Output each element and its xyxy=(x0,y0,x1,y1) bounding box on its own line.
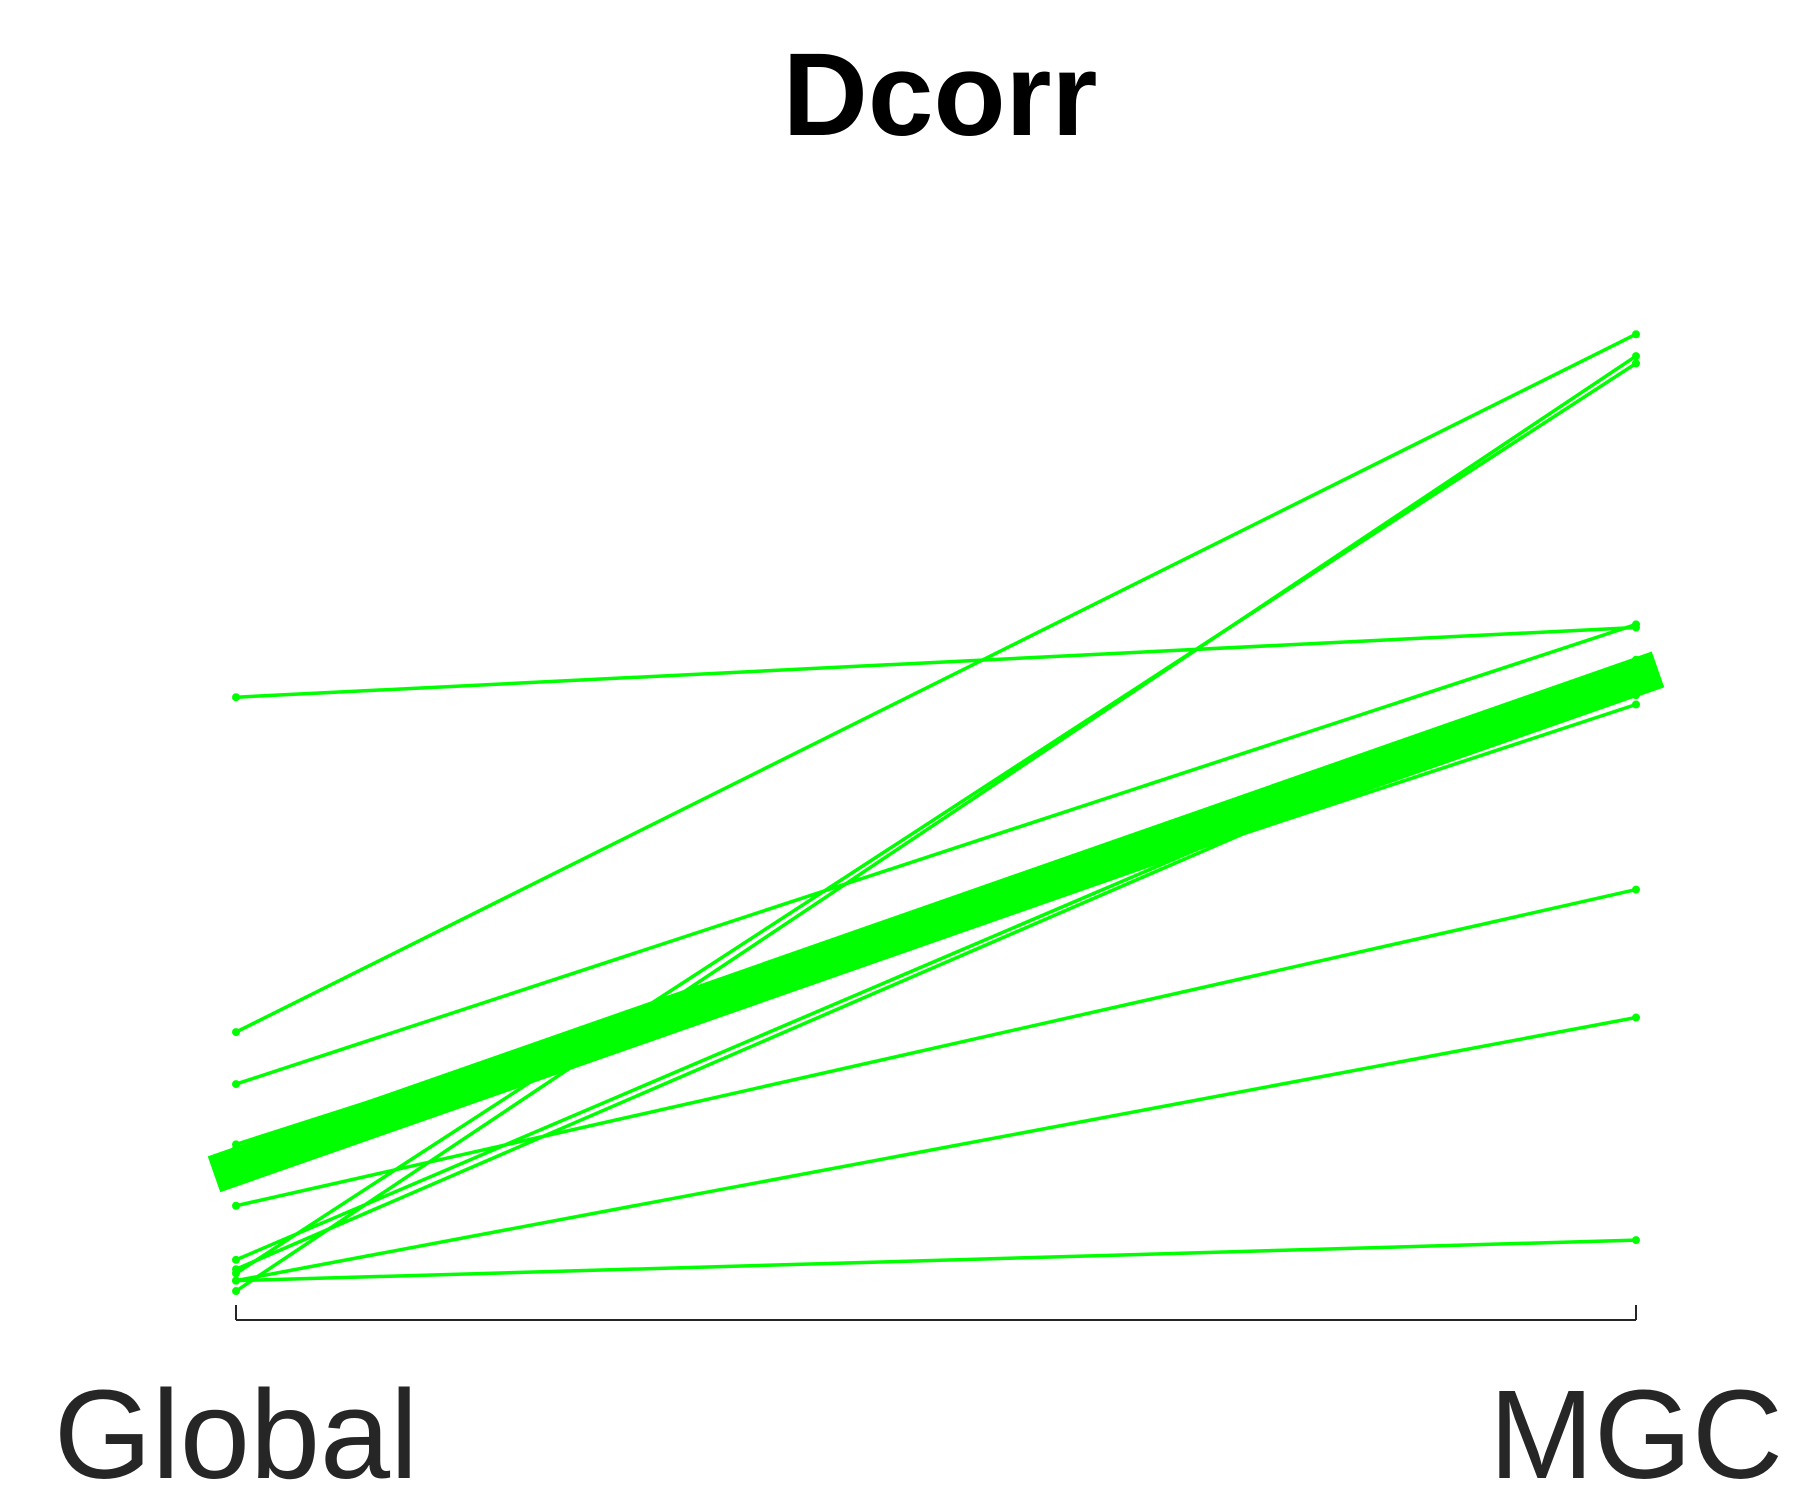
series-point-6-end xyxy=(1632,700,1640,709)
series-point-10-start xyxy=(232,1255,240,1264)
series-point-2-end xyxy=(1632,330,1640,339)
series-line-1 xyxy=(235,625,1637,699)
series-point-11-end xyxy=(1632,1013,1640,1022)
series-layer xyxy=(232,330,1640,1296)
series-point-9-start xyxy=(232,1265,240,1274)
x-tick-label-global: Global xyxy=(54,1364,418,1500)
mean-line-layer xyxy=(207,651,1665,1193)
series-point-2-start xyxy=(232,1028,240,1037)
series-point-3-end xyxy=(1632,620,1640,629)
series-point-3-start xyxy=(232,1080,240,1089)
series-point-1-start xyxy=(232,693,240,702)
series-point-12-end xyxy=(1632,1236,1640,1245)
series-point-8-end xyxy=(1632,359,1640,368)
series-line-8 xyxy=(235,361,1637,1275)
series-line-12 xyxy=(235,1238,1637,1283)
chart-title: Dcorr xyxy=(783,29,1098,161)
series-point-7-start xyxy=(232,1201,240,1210)
x-tick-label-mgc: MGC xyxy=(1489,1364,1783,1500)
mean-line xyxy=(207,651,1665,1193)
x-axis xyxy=(235,1305,1637,1321)
series-line-11 xyxy=(235,1015,1637,1283)
series-line-3 xyxy=(235,622,1637,1086)
series-line-13 xyxy=(235,354,1637,1293)
series-point-12-start xyxy=(232,1276,240,1285)
series-point-13-end xyxy=(1632,352,1640,361)
series-line-7 xyxy=(235,887,1637,1208)
series-line-2 xyxy=(235,332,1637,1034)
series-point-13-start xyxy=(232,1287,240,1296)
series-point-7-end xyxy=(1632,885,1640,894)
